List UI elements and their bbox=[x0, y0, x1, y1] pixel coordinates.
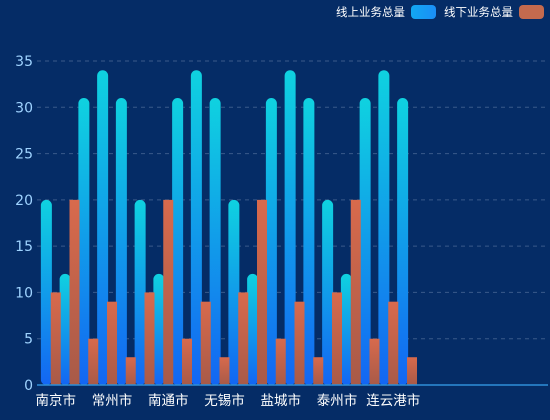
bar-online bbox=[397, 98, 409, 386]
x-tick-label: 无锡市 bbox=[204, 392, 245, 409]
bar-online bbox=[284, 70, 296, 385]
bar-offline bbox=[144, 292, 155, 385]
y-tick-label: 30 bbox=[15, 100, 33, 116]
bar-offline bbox=[257, 199, 267, 385]
legend-swatch-offline bbox=[519, 5, 544, 19]
x-tick-label: 泰州市 bbox=[317, 392, 358, 409]
x-tick-label: 南京市 bbox=[36, 392, 77, 409]
bar-offline bbox=[332, 292, 342, 385]
bar-online bbox=[378, 70, 390, 385]
bar-online bbox=[40, 199, 52, 385]
bar-online bbox=[209, 98, 221, 386]
y-tick-label: 20 bbox=[15, 193, 33, 209]
x-tick-label: 连云港市 bbox=[366, 392, 420, 409]
legend-item-online[interactable]: 线上业务总量 bbox=[336, 4, 436, 20]
legend-item-offline[interactable]: 线下业务总量 bbox=[444, 4, 544, 20]
chart-legend: 线上业务总量 线下业务总量 bbox=[336, 4, 544, 20]
bar-offline bbox=[407, 357, 417, 385]
bar-offline bbox=[69, 199, 80, 385]
bar-offline bbox=[200, 301, 211, 385]
bar-offline bbox=[350, 199, 361, 385]
bar-offline bbox=[163, 199, 174, 385]
bar-offline bbox=[238, 292, 249, 385]
x-tick-label: 南通市 bbox=[148, 392, 189, 409]
y-tick-label: 10 bbox=[15, 285, 33, 301]
y-tick-label: 25 bbox=[15, 147, 33, 163]
bar-online bbox=[303, 98, 315, 386]
x-tick-label: 常州市 bbox=[92, 392, 133, 409]
bar-online bbox=[190, 70, 202, 385]
legend-label-offline: 线下业务总量 bbox=[444, 5, 513, 19]
bar-online bbox=[59, 273, 71, 385]
bar-offline bbox=[388, 301, 399, 385]
bar-online bbox=[340, 273, 352, 385]
bar-online bbox=[115, 98, 127, 386]
bar-offline bbox=[219, 357, 230, 385]
bar-offline bbox=[182, 338, 192, 385]
legend-label-online: 线上业务总量 bbox=[336, 5, 405, 19]
bar-offline bbox=[313, 357, 324, 385]
bar-online bbox=[78, 98, 90, 386]
y-tick-label: 5 bbox=[24, 332, 33, 348]
bar-online bbox=[97, 70, 109, 385]
bar-online bbox=[322, 199, 334, 385]
bar-offline bbox=[275, 338, 286, 385]
x-tick-label: 盐城市 bbox=[261, 392, 302, 409]
bar-online bbox=[153, 273, 165, 385]
bar-offline bbox=[369, 338, 380, 385]
bar-offline bbox=[88, 338, 99, 385]
y-tick-label: 35 bbox=[15, 54, 33, 70]
bar-offline bbox=[294, 301, 305, 385]
y-tick-label: 15 bbox=[15, 239, 33, 255]
y-tick-label: 0 bbox=[24, 378, 33, 394]
bar-offline bbox=[125, 357, 136, 385]
bar-offline bbox=[107, 301, 117, 385]
bar-online bbox=[134, 199, 146, 385]
bar-online bbox=[265, 98, 277, 386]
bar-online bbox=[172, 98, 184, 386]
bar-offline bbox=[50, 292, 61, 385]
legend-swatch-online bbox=[411, 5, 436, 19]
bar-online bbox=[228, 199, 240, 385]
bar-online bbox=[359, 98, 371, 386]
bar-online bbox=[247, 273, 259, 385]
